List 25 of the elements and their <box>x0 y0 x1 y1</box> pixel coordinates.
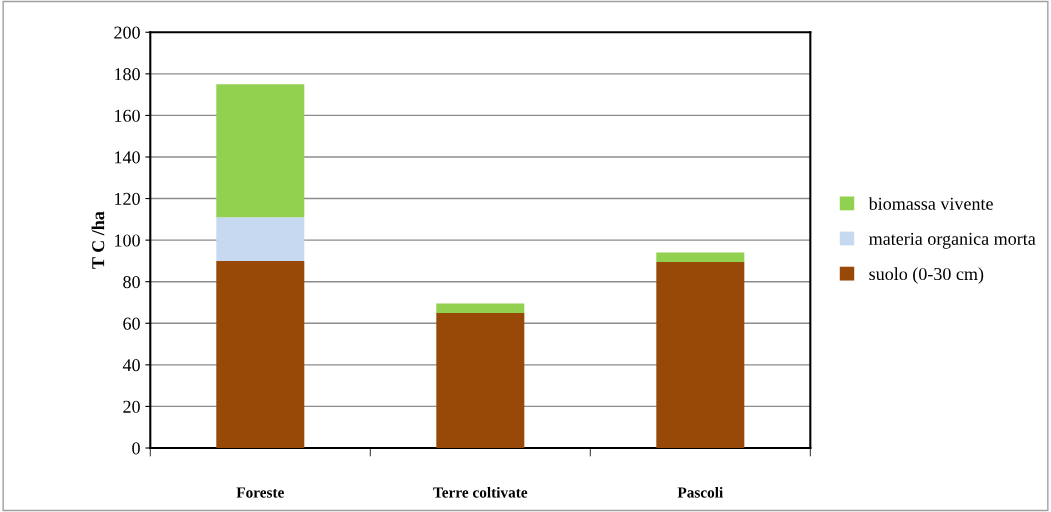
y-axis-title: T C /ha <box>91 211 105 269</box>
y-tick-label: 200 <box>114 26 140 39</box>
bar <box>216 260 305 448</box>
y-tick-label: 60 <box>123 317 140 330</box>
x-tick-label: Terre coltivate <box>433 486 528 498</box>
bar <box>436 312 525 448</box>
legend-label: materia organica morta <box>869 232 1036 249</box>
y-tick-label: 120 <box>115 192 140 205</box>
bar <box>436 303 525 313</box>
y-tick-label: 0 <box>132 442 140 455</box>
bar <box>216 84 305 218</box>
y-tick-label: 20 <box>123 400 140 413</box>
bar <box>656 252 745 262</box>
bar <box>216 217 305 261</box>
y-tick-label: 160 <box>115 109 140 122</box>
y-tick-label: 100 <box>115 234 140 247</box>
legend-label: biomassa vivente <box>868 197 993 210</box>
y-tick-label: 40 <box>122 359 140 372</box>
x-tick-label: Foreste <box>236 487 284 498</box>
x-tick-label: Pascoli <box>677 486 723 498</box>
bar <box>656 261 745 448</box>
legend-label: suolo (0-30 cm) <box>869 267 984 284</box>
y-tick-label: 140 <box>115 151 140 164</box>
y-tick-label: 80 <box>123 275 140 289</box>
y-tick-label: 180 <box>115 68 140 81</box>
